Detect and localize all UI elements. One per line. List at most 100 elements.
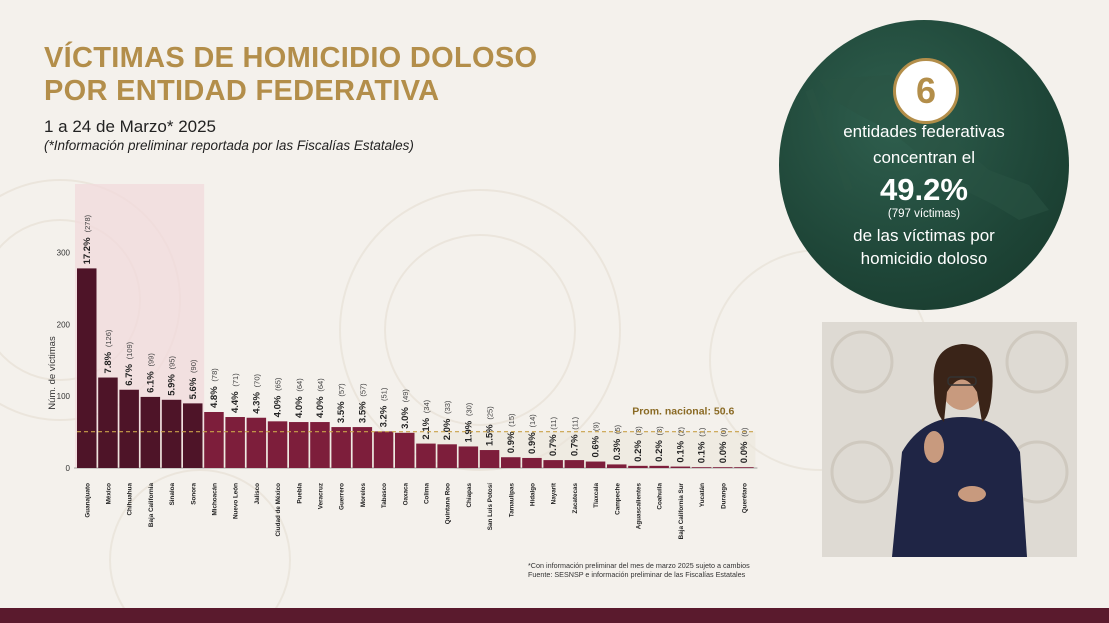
category-label: Baja California bbox=[148, 483, 155, 528]
category-label: Baja California Sur bbox=[678, 482, 685, 539]
bar-4 bbox=[140, 396, 161, 468]
bar-count-label: (49) bbox=[401, 389, 410, 403]
bar-percent-label: 0.7% bbox=[569, 434, 580, 456]
category-label: San Luis Potosí bbox=[487, 483, 494, 530]
bar-30 bbox=[691, 467, 712, 468]
bar-12 bbox=[310, 422, 330, 468]
interpreter-figure bbox=[830, 330, 1069, 557]
bar-percent-label: 4.8% bbox=[209, 386, 220, 408]
category-label: Aguascalientes bbox=[635, 483, 642, 530]
bar-count-label: (14) bbox=[528, 414, 537, 428]
category-label: Querétaro bbox=[741, 483, 748, 513]
preliminary-note: (*Información preliminar reportada por l… bbox=[44, 138, 414, 153]
bar-count-label: (109) bbox=[125, 341, 134, 359]
bar-22 bbox=[522, 457, 542, 468]
bar-24 bbox=[564, 460, 585, 468]
category-label: Nayarit bbox=[551, 482, 558, 504]
summary-percent: 49.2% bbox=[880, 172, 968, 207]
bar-percent-label: 4.4% bbox=[230, 391, 241, 413]
bar-count-label: (90) bbox=[189, 359, 198, 373]
bar-percent-label: 6.1% bbox=[145, 371, 156, 393]
bar-count-label: (70) bbox=[252, 374, 261, 388]
bar-percent-label: 3.5% bbox=[336, 401, 347, 423]
summary-line-4: homicidio doloso bbox=[860, 249, 988, 268]
bar-count-label: (33) bbox=[443, 400, 452, 414]
category-label: Oaxaca bbox=[402, 483, 409, 506]
bar-count-label: (57) bbox=[337, 383, 346, 397]
bar-percent-label: 0.9% bbox=[527, 432, 538, 454]
bar-percent-label: 5.6% bbox=[188, 377, 199, 399]
bar-1 bbox=[77, 268, 97, 468]
summary-circle: 6 entidades federativas concentran el 49… bbox=[779, 20, 1069, 310]
bar-18 bbox=[437, 444, 457, 468]
y-tick-label: 0 bbox=[66, 464, 71, 473]
bar-28 bbox=[649, 465, 669, 468]
category-label: Campeche bbox=[614, 483, 621, 515]
bar-count-label: (34) bbox=[422, 399, 431, 413]
category-label: Coahuila bbox=[657, 483, 664, 510]
bar-percent-label: 0.9% bbox=[506, 431, 517, 453]
footnote-line-1: *Con información preliminar del mes de m… bbox=[528, 561, 750, 570]
page-title: VÍCTIMAS DE HOMICIDIO DOLOSO POR ENTIDAD… bbox=[44, 42, 537, 108]
category-label: Chiapas bbox=[466, 483, 473, 508]
category-label: México bbox=[105, 483, 112, 505]
footnote-line-2: Fuente: SESNSP e información preliminar … bbox=[528, 570, 746, 579]
bar-6 bbox=[183, 403, 203, 468]
top-states-highlight bbox=[75, 184, 205, 468]
category-label: Yucatán bbox=[699, 483, 706, 507]
bar-percent-label: 4.3% bbox=[251, 392, 262, 414]
bar-percent-label: 3.2% bbox=[379, 405, 390, 427]
summary-line-2: concentran el bbox=[872, 148, 976, 167]
bar-percent-label: 3.5% bbox=[357, 401, 368, 423]
bar-percent-label: 7.8% bbox=[103, 351, 114, 373]
bar-9 bbox=[246, 417, 267, 468]
category-label: Morelos bbox=[360, 483, 367, 508]
category-label: Zacatecas bbox=[572, 483, 579, 514]
bar-count-label: (51) bbox=[380, 387, 389, 401]
bar-count-label: (11) bbox=[549, 416, 558, 429]
y-tick-label: 200 bbox=[57, 320, 71, 329]
bar-23 bbox=[543, 460, 563, 468]
bar-count-label: (30) bbox=[464, 402, 473, 416]
category-label: Ciudad de México bbox=[275, 483, 282, 537]
bar-32 bbox=[734, 467, 754, 468]
bar-percent-label: 4.0% bbox=[315, 396, 326, 418]
bar-count-label: (278) bbox=[83, 214, 92, 232]
bar-2 bbox=[98, 377, 118, 468]
bar-count-label: (64) bbox=[316, 378, 325, 392]
bar-11 bbox=[289, 422, 309, 468]
bar-percent-label: 4.0% bbox=[273, 395, 284, 417]
category-label: Jalisco bbox=[254, 483, 261, 505]
bar-percent-label: 2.1% bbox=[421, 417, 432, 439]
bar-percent-label: 0.2% bbox=[633, 440, 644, 462]
bar-count-label: (25) bbox=[486, 406, 495, 420]
bar-15 bbox=[373, 431, 394, 468]
category-label: Tabasco bbox=[381, 483, 388, 508]
bar-percent-label: 0.0% bbox=[718, 441, 729, 463]
bar-16 bbox=[395, 432, 415, 468]
y-axis-label: Núm. de víctimas bbox=[47, 336, 58, 410]
bar-25 bbox=[585, 461, 606, 468]
bar-percent-label: 3.0% bbox=[400, 407, 411, 429]
bar-percent-label: 0.1% bbox=[697, 441, 708, 463]
y-tick-label: 100 bbox=[57, 392, 71, 401]
category-label: Veracruz bbox=[317, 483, 324, 509]
bar-17 bbox=[416, 443, 436, 468]
category-label: Puebla bbox=[296, 483, 303, 504]
bar-count-label: (3) bbox=[655, 426, 664, 436]
bar-count-label: (78) bbox=[210, 368, 219, 382]
bar-count-label: (5) bbox=[613, 424, 622, 434]
bar-count-label: (99) bbox=[146, 353, 155, 367]
bar-count-label: (95) bbox=[168, 356, 177, 370]
bar-percent-label: 0.6% bbox=[591, 435, 602, 457]
bar-27 bbox=[628, 465, 648, 468]
sign-language-interpreter-video bbox=[822, 322, 1077, 557]
bar-percent-label: 5.9% bbox=[167, 374, 178, 396]
bar-percent-label: 17.2% bbox=[82, 237, 93, 264]
y-tick-label: 300 bbox=[57, 249, 71, 258]
bar-10 bbox=[267, 421, 288, 468]
summary-line-1: entidades federativas bbox=[843, 122, 1005, 141]
summary-victims: (797 víctimas) bbox=[887, 208, 961, 220]
chart-footnote: *Con información preliminar del mes de m… bbox=[528, 561, 758, 579]
